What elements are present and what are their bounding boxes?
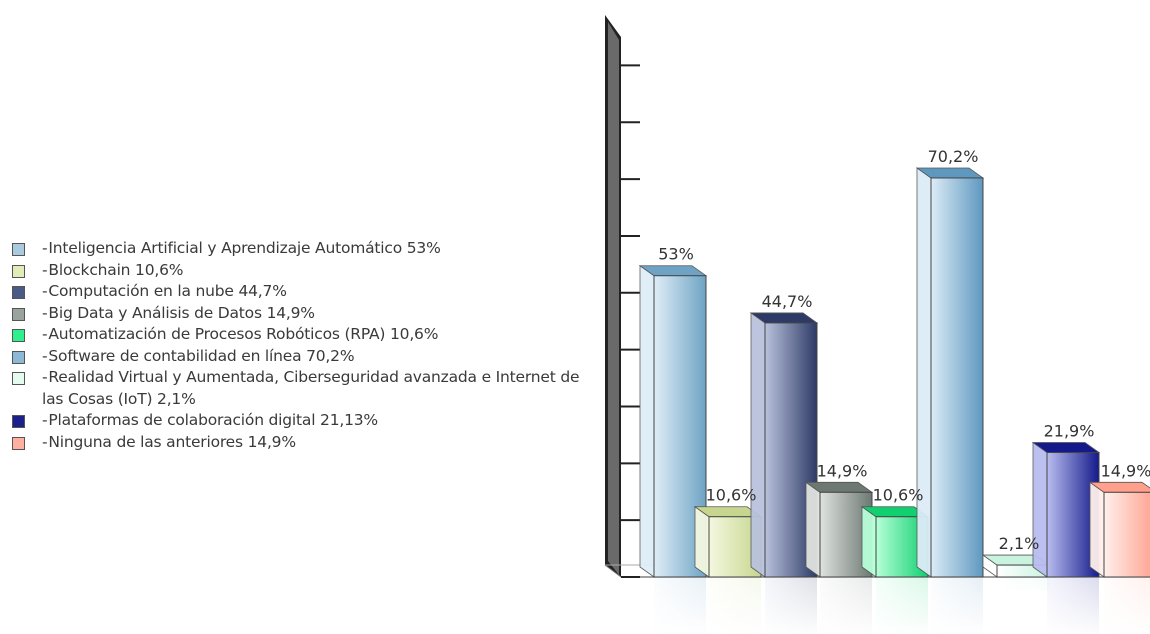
legend-swatch	[12, 415, 25, 428]
bar-side	[694, 505, 710, 578]
y-axis	[604, 15, 1150, 578]
legend-item: -Software de contabilidad en línea 70,2%	[10, 346, 590, 368]
legend-swatch	[12, 243, 25, 256]
legend-label: Realidad Virtual y Aumentada, Cibersegur…	[42, 368, 580, 408]
data-labels: 53% 10,6% 44,7% 14,9% 10,6% 70,2% 2,1% 21,9% 14,…	[658, 147, 1150, 553]
legend-dash: -	[42, 239, 48, 257]
floor-corner-line	[604, 564, 622, 578]
bar-side	[861, 505, 877, 578]
legend-item: -Computación en la nube 44,7%	[10, 281, 590, 303]
data-label: 14,9%	[1101, 461, 1150, 480]
legend-item: -Inteligencia Artificial y Aprendizaje A…	[10, 238, 590, 260]
bar-front	[930, 177, 984, 578]
legend: -Inteligencia Artificial y Aprendizaje A…	[10, 238, 590, 453]
legend-swatch	[12, 350, 25, 364]
data-label: 2,1%	[999, 534, 1040, 553]
legend-swatch	[12, 436, 25, 450]
legend-swatch	[12, 286, 25, 299]
bar-side	[805, 481, 821, 578]
data-label: 14,9%	[817, 461, 868, 480]
legend-item: -Big Data y Análisis de Datos 14,9%	[10, 303, 590, 325]
bar-side	[750, 312, 766, 578]
axis-wall-highlight	[608, 22, 619, 575]
legend-dash: -	[42, 346, 48, 365]
bar-side	[1032, 441, 1048, 578]
legend-dash: -	[42, 432, 48, 451]
legend-label: Blockchain 10,6%	[48, 260, 184, 279]
legend-swatch	[12, 372, 25, 385]
chart-reflection	[600, 578, 1150, 634]
bar-front	[1103, 491, 1150, 578]
bar-top	[1088, 481, 1150, 493]
legend-label: Inteligencia Artificial y Aprendizaje Au…	[48, 239, 441, 257]
legend-dash: -	[42, 411, 48, 429]
legend-dash: -	[42, 325, 48, 343]
legend-dash: -	[42, 368, 48, 386]
legend-label: Ninguna de las anteriores 14,9%	[48, 432, 296, 451]
legend-swatch	[12, 329, 25, 342]
data-label: 21,9%	[1044, 422, 1095, 441]
legend-dash: -	[42, 282, 48, 300]
bar-side	[1089, 481, 1105, 578]
data-label: 70,2%	[928, 147, 979, 166]
bars	[638, 167, 1150, 578]
legend-item: -Automatización de Procesos Robóticos (R…	[10, 324, 590, 346]
legend-item: -Plataformas de colaboración digital 21,…	[10, 410, 590, 432]
legend-item: -Blockchain 10,6%	[10, 260, 590, 282]
legend-label: Software de contabilidad en línea 70,2%	[48, 346, 355, 365]
data-label: 10,6%	[873, 486, 924, 505]
data-label: 44,7%	[762, 292, 813, 311]
legend-label: Plataformas de colaboración digital 21,1…	[48, 411, 378, 429]
legend-label: Big Data y Análisis de Datos 14,9%	[48, 303, 315, 322]
data-label: 10,6%	[706, 486, 757, 505]
bar-side	[639, 264, 655, 578]
legend-item: -Ninguna de las anteriores 14,9%	[10, 432, 590, 454]
data-label: 53%	[658, 245, 694, 264]
legend-dash: -	[42, 260, 48, 279]
legend-item: -Realidad Virtual y Aumentada, Cibersegu…	[10, 367, 590, 410]
bar-8	[1031, 441, 1101, 578]
legend-swatch	[12, 307, 25, 321]
legend-label: Computación en la nube 44,7%	[48, 282, 287, 300]
legend-dash: -	[42, 303, 48, 322]
bar-7	[981, 554, 1051, 578]
bar-side	[916, 167, 932, 578]
bar-9	[1088, 481, 1150, 578]
legend-label: Automatización de Procesos Robóticos (RP…	[48, 325, 439, 343]
reflection-fade	[600, 578, 1150, 634]
bar-6	[915, 167, 985, 578]
legend-swatch	[12, 264, 25, 278]
